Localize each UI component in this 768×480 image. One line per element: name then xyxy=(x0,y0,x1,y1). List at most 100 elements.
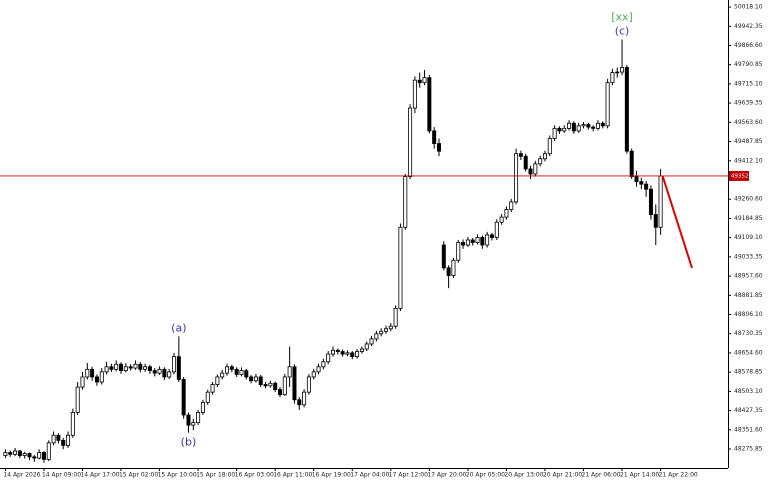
candle-body xyxy=(37,452,42,459)
candle-body xyxy=(311,371,316,378)
x-tick-label: 15 Apr 02:00 xyxy=(119,472,158,479)
y-tick-label: 48275.85 xyxy=(734,446,763,453)
candle-body xyxy=(648,188,653,215)
y-tick-label: 50018.10 xyxy=(734,4,763,11)
candle-body xyxy=(595,122,600,129)
current-price-label: 49352.42 xyxy=(731,173,757,179)
candle-body xyxy=(523,155,528,170)
x-tick-label: 20 Apr 05:00 xyxy=(466,472,505,479)
candle-body xyxy=(244,370,249,378)
x-tick-label: 20 Apr 21:00 xyxy=(543,472,582,479)
candle-body xyxy=(451,259,456,276)
x-tick-label: 14 Apr 09:00 xyxy=(42,472,81,479)
candle-body xyxy=(562,127,567,132)
candle-body xyxy=(388,325,393,330)
candle-body xyxy=(167,371,172,378)
candle-body xyxy=(576,125,581,132)
candle-body xyxy=(615,71,620,74)
candle-body xyxy=(220,372,225,378)
candle-body xyxy=(249,376,254,382)
candle-body xyxy=(581,124,586,127)
candle-body xyxy=(205,391,210,403)
candle-body xyxy=(143,366,148,370)
candle-body xyxy=(605,82,610,127)
candle-body xyxy=(282,376,287,396)
candle-body xyxy=(104,366,109,373)
y-tick-label: 49412.10 xyxy=(734,157,763,164)
y-tick-label: 49487.85 xyxy=(734,138,763,145)
candle-body xyxy=(176,356,181,380)
candle-body xyxy=(273,382,278,391)
candle-body xyxy=(610,72,615,84)
candle-body xyxy=(480,237,485,246)
x-tick-label: 21 Apr 22:00 xyxy=(659,472,698,479)
x-tick-label: 14 Apr 2026 xyxy=(3,472,40,479)
candle-body xyxy=(364,343,369,350)
candle-body xyxy=(133,363,138,369)
candle-body xyxy=(436,143,441,152)
candle-body xyxy=(172,356,177,373)
candle-body xyxy=(306,376,311,393)
candle-body xyxy=(629,150,634,177)
candle-body xyxy=(61,439,66,446)
candle-body xyxy=(22,453,27,456)
current-price-box xyxy=(729,170,749,181)
candle-body xyxy=(41,452,46,460)
wave-label: (a) xyxy=(171,321,186,334)
candle-body xyxy=(494,221,499,238)
candle-body xyxy=(128,366,133,369)
candle-body xyxy=(321,361,326,368)
candle-body xyxy=(350,352,355,358)
candle-body xyxy=(465,239,470,246)
candle-body xyxy=(297,399,302,406)
candle-body xyxy=(17,450,22,456)
x-tick-label: 16 Apr 11:00 xyxy=(273,472,312,479)
candle-body xyxy=(528,168,533,175)
y-tick-label: 48730.35 xyxy=(734,330,763,337)
x-tick-label: 21 Apr 06:00 xyxy=(582,472,621,479)
candle-body xyxy=(639,181,644,185)
candle-body xyxy=(620,67,625,73)
candle-body xyxy=(330,349,335,355)
candle-body xyxy=(200,401,205,413)
candle-body xyxy=(239,370,244,375)
candle-body xyxy=(379,330,384,335)
candle-body xyxy=(27,453,32,458)
candle-body xyxy=(634,176,639,183)
candle-body xyxy=(80,376,85,388)
candle-body xyxy=(345,352,350,355)
y-tick-label: 49790.85 xyxy=(734,61,763,68)
y-tick-label: 48578.85 xyxy=(734,369,763,376)
candle-body xyxy=(210,384,215,393)
candle-body xyxy=(90,368,95,378)
candle-body xyxy=(485,234,490,246)
candle-body xyxy=(644,183,649,190)
candle-body xyxy=(412,79,417,109)
candle-body xyxy=(66,434,71,446)
candle-body xyxy=(263,384,268,387)
x-tick-label: 17 Apr 04:00 xyxy=(350,472,389,479)
candle-body xyxy=(32,456,37,459)
x-tick-label: 14 Apr 17:00 xyxy=(80,472,119,479)
candle-body xyxy=(119,363,124,371)
candle-body xyxy=(542,153,547,160)
candle-body xyxy=(456,242,461,261)
candle-body xyxy=(287,366,292,378)
candle-body xyxy=(46,442,51,460)
candle-body xyxy=(514,153,519,203)
x-tick-label: 17 Apr 20:00 xyxy=(427,472,466,479)
candle-body xyxy=(355,351,360,358)
candle-body xyxy=(138,363,143,370)
x-tick-label: 16 Apr 03:00 xyxy=(235,472,274,479)
y-tick-label: 48881.85 xyxy=(734,292,763,299)
candle-body xyxy=(335,349,340,352)
y-tick-label: 49715.10 xyxy=(734,80,763,87)
candle-body xyxy=(475,237,480,243)
y-tick-label: 49109.10 xyxy=(734,234,763,241)
candle-body xyxy=(147,366,152,371)
candle-body xyxy=(99,371,104,383)
forecast-line xyxy=(661,175,693,269)
candle-body xyxy=(326,353,331,363)
